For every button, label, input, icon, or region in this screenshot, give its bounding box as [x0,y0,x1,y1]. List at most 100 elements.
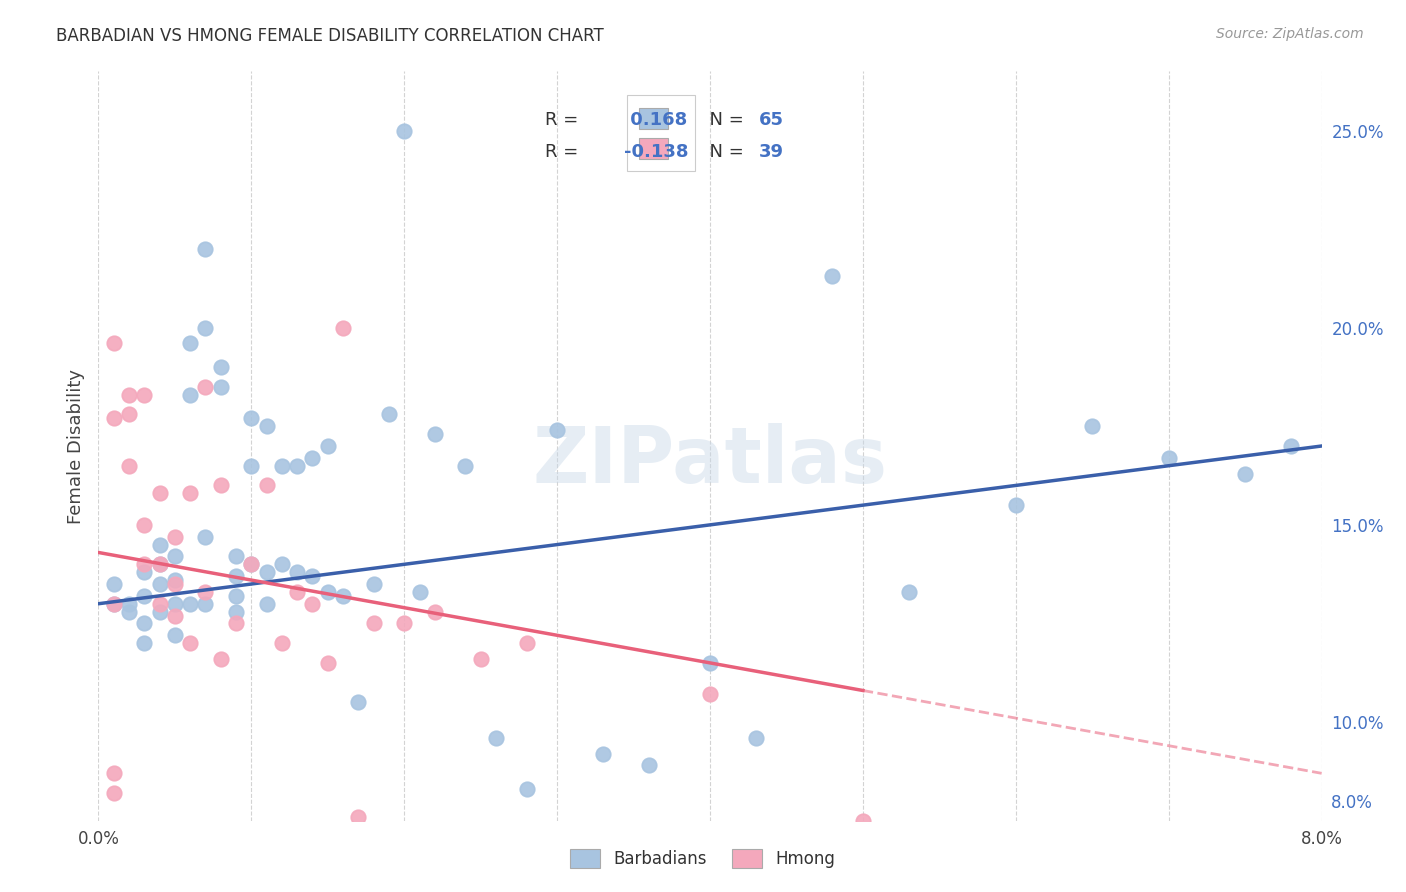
Point [194,380,217,394]
Point [209,478,232,492]
Point [256,597,278,611]
Point [134,565,156,579]
Point [194,530,217,544]
Point [592,747,614,761]
Point [194,585,217,599]
Point [149,597,172,611]
Text: 0.168: 0.168 [624,112,688,129]
Point [118,605,141,619]
Legend: Barbadians, Hmong: Barbadians, Hmong [564,842,842,875]
Point [256,419,278,434]
Point [134,636,156,650]
Point [163,573,186,587]
Text: 65: 65 [759,112,785,129]
Point [194,242,217,256]
Point [209,360,232,375]
Point [134,388,156,402]
Point [134,558,156,572]
Point [423,605,446,619]
Point [270,458,294,473]
Point [163,597,186,611]
Point [285,458,308,473]
Point [332,589,354,603]
Point [347,810,370,824]
Point [225,605,247,619]
Point [209,380,232,394]
Point [1234,467,1257,481]
Point [163,608,186,623]
Point [134,616,156,631]
Point [103,336,125,351]
Text: 39: 39 [759,143,785,161]
Point [103,577,125,591]
Text: R =: R = [546,112,583,129]
Point [134,517,156,532]
Point [103,786,125,800]
Point [240,458,263,473]
Point [163,577,186,591]
Point [332,320,354,334]
Point [1081,419,1104,434]
Text: ZIPatlas: ZIPatlas [533,423,887,499]
Point [316,585,339,599]
Point [163,530,186,544]
Point [546,423,568,437]
Point [301,569,323,583]
Point [149,558,172,572]
Text: R =: R = [546,143,583,161]
Point [149,538,172,552]
Point [163,549,186,564]
Point [103,597,125,611]
Point [347,695,370,709]
Point [240,411,263,425]
Text: Source: ZipAtlas.com: Source: ZipAtlas.com [1216,27,1364,41]
Point [118,597,141,611]
Point [179,388,201,402]
Point [209,652,232,666]
Point [285,585,308,599]
Y-axis label: Female Disability: Female Disability [66,368,84,524]
Point [149,605,172,619]
Point [134,589,156,603]
Point [225,549,247,564]
Point [485,731,508,745]
Point [301,450,323,465]
Point [225,616,247,631]
Point [179,636,201,650]
Point [225,589,247,603]
Point [392,123,416,137]
Point [392,616,416,631]
Point [316,439,339,453]
Point [821,269,844,284]
Point [225,569,247,583]
Point [103,411,125,425]
Point [363,616,385,631]
Text: N =: N = [697,112,749,129]
Point [194,320,217,334]
Point [516,636,538,650]
Point [149,577,172,591]
Point [699,688,721,702]
Point [1279,439,1302,453]
Point [149,558,172,572]
Point [103,597,125,611]
Point [194,597,217,611]
Point [270,636,294,650]
Point [637,758,661,772]
Legend: , : , [627,95,696,171]
Point [745,731,768,745]
Point [285,565,308,579]
Point [301,597,323,611]
Point [378,408,401,422]
Point [408,585,430,599]
Point [363,577,385,591]
Point [1157,450,1180,465]
Point [423,427,446,442]
Point [256,478,278,492]
Point [470,652,492,666]
Point [256,565,278,579]
Point [897,585,920,599]
Point [454,458,477,473]
Point [240,558,263,572]
Text: -0.138: -0.138 [624,143,689,161]
